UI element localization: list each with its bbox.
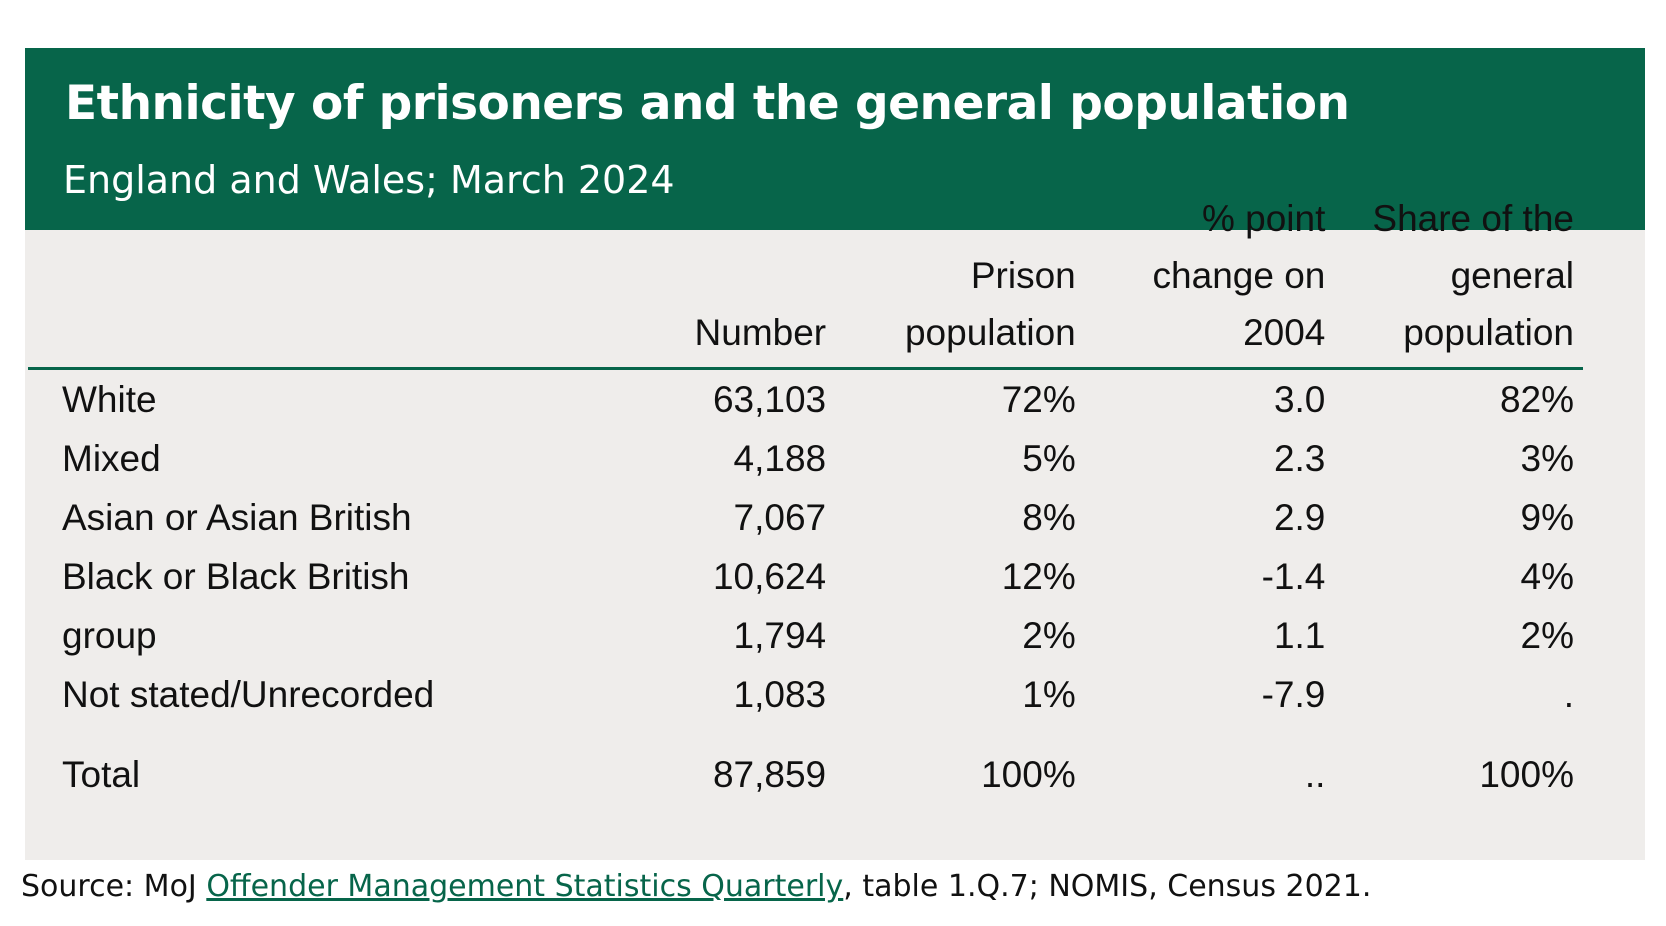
table-row: Mixed 4,188 5% 2.3 3%	[28, 429, 1583, 488]
prison-share-cell: 12%	[1001, 555, 1076, 597]
number-cell: 1,083	[733, 673, 827, 715]
column-header-category	[28, 190, 619, 370]
general-share-cell: 9%	[1520, 496, 1574, 538]
general-share-cell: 2%	[1520, 614, 1574, 656]
source-prefix: Source: MoJ	[21, 869, 207, 904]
column-header-general-share-text: Share of the general population	[1372, 198, 1574, 353]
column-header-point-change-text: % point change on 2004	[1152, 198, 1326, 353]
table-row: group 1,794 2% 1.1 2%	[28, 606, 1583, 665]
point-change-cell: 1.1	[1273, 614, 1326, 656]
chart-title: Ethnicity of prisoners and the general p…	[65, 76, 1350, 131]
source-note: Source: MoJ Offender Management Statisti…	[21, 869, 1371, 904]
point-change-cell: 2.9	[1273, 496, 1326, 538]
total-point-change-cell: ..	[1304, 754, 1326, 795]
point-change-cell: -1.4	[1261, 555, 1326, 597]
column-header-number: Number	[618, 190, 836, 370]
prison-share-cell: 2%	[1022, 614, 1076, 656]
table-row: White 63,103 72% 3.0 82%	[28, 369, 1583, 430]
prison-share-cell: 8%	[1022, 496, 1076, 538]
number-cell: 63,103	[712, 378, 827, 420]
total-number-cell: 87,859	[712, 754, 827, 795]
source-link[interactable]: Offender Management Statistics Quarterly	[206, 869, 844, 904]
total-row: Total 87,859 100% .. 100%	[28, 744, 1583, 806]
header-row: Number Prison population % point change …	[28, 190, 1583, 370]
general-share-cell: 4%	[1520, 555, 1574, 597]
prison-share-cell: 1%	[1022, 673, 1076, 715]
point-change-cell: 2.3	[1273, 437, 1326, 479]
spacer-cell	[28, 724, 1583, 744]
table-row: Black or Black British 10,624 12% -1.4 4…	[28, 547, 1583, 606]
prison-share-cell: 5%	[1022, 437, 1076, 479]
ethnicity-table: Number Prison population % point change …	[28, 190, 1583, 806]
total-label: Total	[62, 754, 141, 795]
row-label: Black or Black British	[62, 555, 410, 597]
general-share-cell: 3%	[1520, 437, 1574, 479]
column-header-point-change: % point change on 2004	[1084, 190, 1335, 370]
row-label: Mixed	[62, 437, 161, 479]
number-cell: 1,794	[733, 614, 827, 656]
column-header-general-share: Share of the general population	[1334, 190, 1583, 370]
number-cell: 10,624	[712, 555, 827, 597]
table-card: Ethnicity of prisoners and the general p…	[25, 48, 1645, 860]
table-row: Not stated/Unrecorded 1,083 1% -7.9 .	[28, 665, 1583, 724]
source-suffix: , table 1.Q.7; NOMIS, Census 2021.	[843, 869, 1372, 904]
general-share-cell: .	[1563, 673, 1574, 715]
row-spacer	[28, 724, 1583, 744]
total-general-share-cell: 100%	[1479, 754, 1574, 795]
general-share-cell: 82%	[1499, 378, 1574, 420]
total-prison-share-cell: 100%	[981, 754, 1076, 795]
table-row: Asian or Asian British 7,067 8% 2.9 9%	[28, 488, 1583, 547]
number-cell: 4,188	[733, 437, 827, 479]
point-change-cell: 3.0	[1273, 378, 1326, 420]
row-label: group	[62, 614, 157, 656]
point-change-cell: -7.9	[1261, 673, 1326, 715]
prison-share-cell: 72%	[1001, 378, 1076, 420]
row-label: White	[62, 378, 157, 420]
row-label: Not stated/Unrecorded	[62, 673, 435, 715]
column-header-prison-population-text: Prison population	[904, 255, 1076, 353]
row-label: Asian or Asian British	[62, 496, 412, 538]
column-header-prison-population: Prison population	[835, 190, 1085, 370]
number-cell: 7,067	[733, 496, 827, 538]
